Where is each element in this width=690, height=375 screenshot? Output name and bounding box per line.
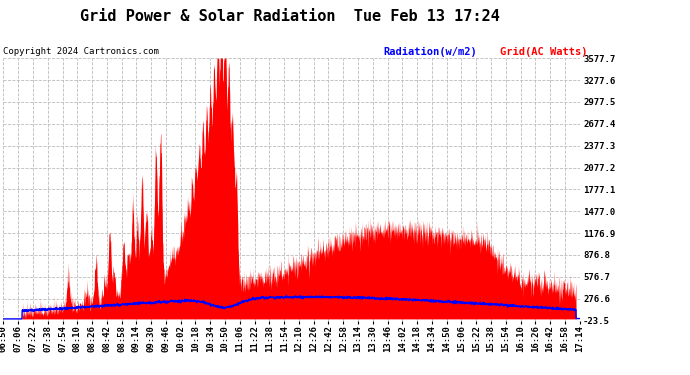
Text: Grid Power & Solar Radiation  Tue Feb 13 17:24: Grid Power & Solar Radiation Tue Feb 13 … — [80, 9, 500, 24]
Text: Radiation(w/m2): Radiation(w/m2) — [383, 47, 477, 57]
Text: Copyright 2024 Cartronics.com: Copyright 2024 Cartronics.com — [3, 47, 159, 56]
Text: Grid(AC Watts): Grid(AC Watts) — [500, 47, 588, 57]
